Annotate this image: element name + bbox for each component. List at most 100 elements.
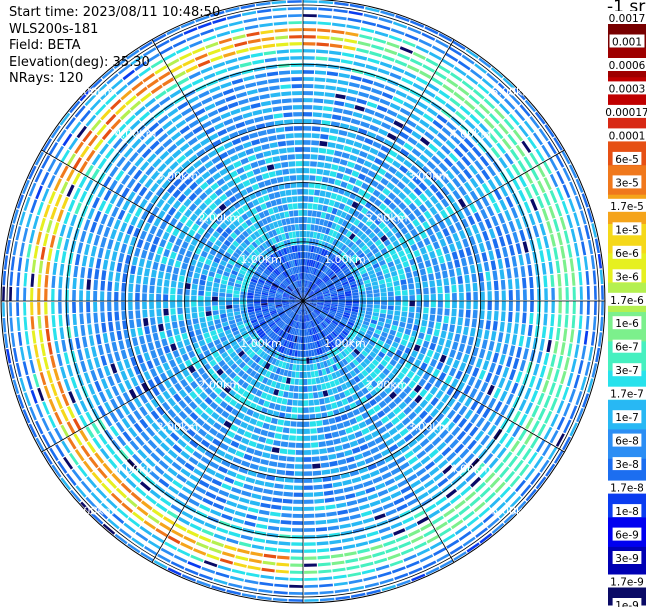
range-gate-cell xyxy=(313,105,323,111)
range-gate-cell xyxy=(387,305,394,311)
range-gate-cell xyxy=(347,88,359,95)
range-gate-cell xyxy=(331,164,339,171)
range-gate-cell xyxy=(323,276,329,282)
range-gate-cell xyxy=(353,227,360,235)
range-gate-cell xyxy=(370,277,378,283)
range-gate-cell xyxy=(349,216,356,224)
range-gate-cell xyxy=(561,200,569,215)
range-gate-cell xyxy=(410,228,418,237)
range-gate-cell xyxy=(424,259,432,268)
range-gate-cell xyxy=(345,295,352,299)
range-gate-cell xyxy=(457,275,463,284)
range-gate-cell xyxy=(445,169,455,180)
range-gate-cell xyxy=(534,111,546,125)
range-gate-cell xyxy=(354,54,368,61)
range-gate-cell xyxy=(404,266,411,273)
range-gate-cell xyxy=(353,272,361,278)
range-gate-cell xyxy=(339,159,348,166)
range-gate-cell xyxy=(437,308,443,315)
range-gate-cell xyxy=(309,297,317,300)
range-gate-cell xyxy=(308,291,314,297)
range-gate-cell xyxy=(364,201,373,209)
range-gate-cell xyxy=(519,229,526,242)
range-gate-cell xyxy=(410,165,420,174)
range-gate-cell xyxy=(320,256,326,263)
range-gate-cell xyxy=(508,311,513,323)
range-gate-cell xyxy=(416,294,422,301)
range-gate-cell xyxy=(345,138,355,146)
range-gate-cell xyxy=(364,282,372,288)
range-gate-cell xyxy=(467,255,474,265)
range-gate-cell xyxy=(314,77,326,82)
range-gate-cell xyxy=(389,248,397,256)
range-gate-cell xyxy=(356,47,369,54)
range-gate-cell xyxy=(372,37,387,44)
range-gate-cell xyxy=(403,101,415,110)
range-gate-cell xyxy=(468,94,481,105)
range-gate-cell xyxy=(338,301,345,303)
range-gate-cell xyxy=(318,197,325,204)
range-gate-cell xyxy=(324,296,331,299)
range-gate-cell xyxy=(485,271,491,281)
range-gate-cell xyxy=(303,133,312,138)
range-gate-cell xyxy=(497,82,510,95)
range-gate-cell xyxy=(471,273,477,283)
range-gate-cell xyxy=(535,148,545,162)
range-gate-cell xyxy=(556,187,564,201)
range-gate-cell xyxy=(488,250,495,261)
range-gate-cell xyxy=(452,40,466,51)
range-gate-cell xyxy=(506,268,512,279)
range-gate-cell xyxy=(327,283,335,288)
range-gate-cell xyxy=(509,148,520,161)
range-gate-cell xyxy=(374,217,382,226)
range-gate-cell xyxy=(357,213,365,221)
range-gate-cell xyxy=(313,286,319,292)
range-gate-cell xyxy=(512,129,524,142)
range-gate-cell xyxy=(372,262,380,269)
range-gate-cell xyxy=(463,181,473,192)
range-gate-cell xyxy=(512,231,519,244)
range-gate-cell xyxy=(313,246,318,253)
range-gate-cell xyxy=(475,186,485,198)
range-gate-cell xyxy=(398,236,406,244)
range-gate-cell xyxy=(318,255,323,262)
range-gate-cell xyxy=(306,280,310,288)
range-gate-cell xyxy=(555,260,561,274)
range-gate-cell xyxy=(457,85,470,96)
range-gate-cell xyxy=(480,208,488,220)
range-gate-cell xyxy=(303,196,309,202)
range-gate-cell xyxy=(354,195,362,203)
range-gate-cell xyxy=(426,227,434,236)
range-gate-cell xyxy=(303,287,305,294)
range-gate-cell xyxy=(303,189,309,195)
range-gate-cell xyxy=(428,143,439,153)
range-gate-cell xyxy=(397,52,411,61)
range-gate-cell xyxy=(584,224,591,240)
range-gate-cell xyxy=(343,285,351,290)
range-gate-cell xyxy=(335,143,344,150)
range-gate-cell xyxy=(437,286,443,294)
range-gate-cell xyxy=(367,170,376,178)
range-gate-cell xyxy=(331,114,342,121)
range-gate-cell xyxy=(562,259,568,273)
range-gate-cell xyxy=(422,221,430,230)
range-gate-cell xyxy=(539,250,545,263)
range-gate-cell xyxy=(474,108,486,120)
range-gate-cell xyxy=(444,293,450,301)
range-gate-cell xyxy=(424,26,439,35)
range-gate-cell xyxy=(457,60,471,71)
range-gate-cell xyxy=(500,279,506,290)
range-gate-cell xyxy=(428,172,438,182)
range-gate-cell xyxy=(380,10,395,17)
range-gate-cell xyxy=(490,146,501,159)
elevation-label: Elevation(deg): 35.30 xyxy=(9,54,150,70)
range-gate-cell xyxy=(477,83,490,95)
range-gate-cell xyxy=(316,296,324,299)
range-gate-cell xyxy=(538,128,549,142)
range-gate-cell xyxy=(472,88,485,100)
range-gate-cell xyxy=(374,111,385,119)
range-gate-cell xyxy=(380,264,388,271)
range-gate-cell xyxy=(310,283,316,290)
range-gate-cell xyxy=(330,291,338,295)
range-gate-cell xyxy=(357,188,366,197)
